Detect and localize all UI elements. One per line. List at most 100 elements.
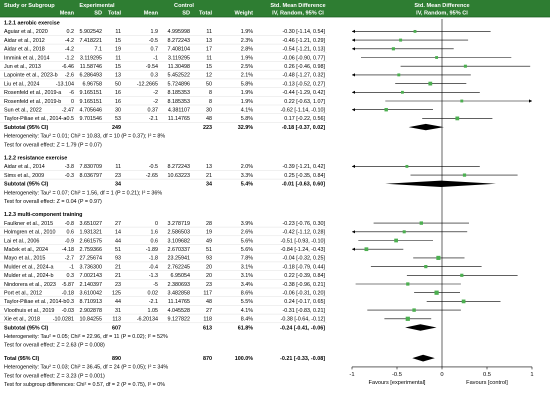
subtotal-weight: 32.9% [238,125,253,131]
study-ci-text: -0.38 [-0.64, -0.12] [281,317,326,323]
study-mean-e: -0.3 [65,173,74,179]
study-total-e: 15 [115,38,121,44]
study-total-e: 11 [115,55,121,61]
subtotal-ci-text: -0.18 [-0.37, 0.02] [282,125,325,131]
header-plot-label: Std. Mean Difference [414,3,469,9]
study-weight: 2.0% [241,164,253,170]
study-weight: 3.4% [241,282,253,288]
ci-arrow-right [529,99,532,103]
point-estimate [405,316,410,321]
header-control-label: Control [174,3,194,9]
study-name: Xie et al., 2018 [4,317,40,323]
total-total-e: 890 [112,356,121,362]
study-total-e: 31 [115,308,121,314]
footer-stat-text: Test for overall effect: Z = 3.23 (P = 0… [4,373,105,379]
study-mean-e: -0.18 [62,291,74,297]
ci-arrow-left [352,164,355,168]
point-estimate [402,230,406,234]
study-total-e: 51 [115,247,121,253]
header-total-e: Total [108,11,121,17]
study-weight: 3.9% [241,221,253,227]
point-estimate [364,247,369,252]
subtotal-label: Subtotal (95% CI) [4,182,49,188]
study-mean-c: -9.54 [146,64,158,70]
study-sd-e: 5.902542 [80,29,102,35]
study-mean-c: 1.05 [148,308,159,314]
study-sd-e: 27.25674 [80,256,102,262]
study-total-c: 48 [206,116,212,122]
heterogeneity-text: Heterogeneity: Tau² = 0.05; Chi² = 22.96… [4,334,168,340]
total-total-c: 870 [203,356,212,362]
study-mean-c: -5 [153,282,158,288]
subtotal-ci-text: -0.01 [-0.63, 0.60] [282,182,325,188]
study-mean-e: 0 [71,99,74,105]
study-sd-e: 6.286493 [80,73,102,79]
point-estimate [397,73,401,77]
study-total-e: 44 [115,238,121,244]
study-total-e: 27 [115,221,121,227]
study-name: Taylor-Piliae et al., 2014-b [4,299,66,305]
study-total-c: 13 [206,164,212,170]
study-ci-text: -0.38 [-0.96, 0.21] [282,282,325,288]
study-sd-e: 2.140397 [80,282,102,288]
study-mean-e: -3.8 [65,164,74,170]
study-sd-c: 6.95054 [171,273,191,279]
study-sd-e: 3.736300 [80,264,102,270]
study-ci-text: -0.13 [-0.52, 0.27] [282,81,325,87]
point-estimate [436,255,441,260]
study-total-c: 12 [206,73,212,79]
study-ci-text: -0.42 [-1.12, 0.28] [282,230,325,236]
total-diamond [412,354,435,362]
subtotal-weight: 61.8% [238,325,253,331]
study-total-c: 117 [203,291,212,297]
study-total-c: 8 [209,99,212,105]
study-total-e: 14 [115,230,121,236]
study-mean-e: 0.3 [67,299,75,305]
study-total-c: 20 [206,264,212,270]
study-mean-e: -0.9 [65,238,74,244]
study-total-e: 15 [115,64,121,70]
study-ci-text: -0.54 [-1.21, 0.13] [282,47,325,53]
study-ci-text: -0.06 [-0.90, 0.77] [282,55,325,61]
study-mean-c: 0.3 [151,73,159,79]
study-weight: 2.1% [241,73,253,79]
study-total-e: 93 [115,256,121,262]
study-ci-text: 0.22 [-0.39, 0.84] [284,273,325,279]
study-ci-text: 0.22 [-0.63, 1.07] [284,99,325,105]
subtotal-total-c: 223 [203,125,212,131]
study-name: Aidar et al., 2018 [4,47,45,53]
point-estimate [435,56,439,59]
study-mean-c: -2.1 [149,116,158,122]
study-mean-c: -1.8 [149,256,158,262]
study-mean-e: 0.2 [67,29,75,35]
subtotal-total-c: 613 [203,325,212,331]
study-mean-c: -0.4 [149,264,158,270]
subtotal-diamond [405,324,437,331]
subtotal-label: Subtotal (95% CI) [4,325,49,331]
total-ci-text: -0.21 [-0.33, -0.08] [280,356,325,362]
study-name: Immink et al., 2014 [4,55,50,61]
study-sd-c: 11.14765 [168,299,190,305]
favours-right-label: Favours [control] [466,380,508,386]
study-sd-c: 8.185353 [168,99,190,105]
study-mean-e: -2.47 [62,108,74,114]
subtotal-total-e: 249 [112,125,121,131]
study-sd-e: 7.002143 [80,273,102,279]
study-sd-e: 9.701546 [80,116,102,122]
study-name: Aidar et al., 2012 [4,38,45,44]
ci-arrow-left [352,38,355,42]
study-mean-e: 0.3 [67,273,75,279]
ci-arrow-left [352,90,355,94]
study-total-e: 125 [112,291,121,297]
study-ci-text: 0.26 [-0.46, 0.98] [284,64,325,70]
footer-stat-text: Test for subgroup differences: Chi² = 0.… [4,382,165,388]
study-total-c: 15 [206,64,212,70]
study-sd-c: 8.272243 [168,164,190,170]
point-estimate [428,81,433,86]
subtotal-label: Subtotal (95% CI) [4,125,49,131]
study-total-c: 8 [209,90,212,96]
study-name: Rosenfeld et al., 2019-b [4,99,61,105]
study-total-c: 51 [206,247,212,253]
favours-left-label: Favours [experimental] [369,380,426,386]
